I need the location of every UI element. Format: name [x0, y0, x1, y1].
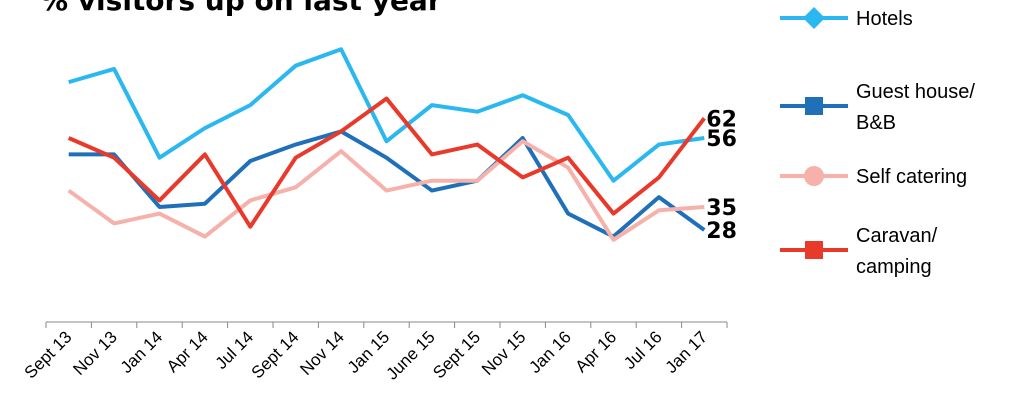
- legend-label-line: Self catering: [856, 166, 967, 188]
- legend-marker: [803, 7, 825, 29]
- chart-title: % visitors up on last year: [40, 0, 442, 17]
- x-tick-label: Apr 16: [571, 327, 620, 376]
- end-value-label: 35: [706, 196, 737, 221]
- end-value-label: 56: [706, 127, 737, 152]
- series-line: [68, 129, 706, 239]
- legend-marker: [805, 241, 823, 259]
- legend-marker: [804, 166, 824, 186]
- legend-label: Guest house/B&B: [856, 81, 975, 134]
- x-tick-label: Apr 14: [163, 327, 212, 376]
- x-tick-label: Nov 14: [296, 327, 348, 379]
- legend-label-line: Hotels: [856, 8, 913, 30]
- x-tick-label: Jan 16: [525, 327, 575, 377]
- series-line: [67, 139, 705, 242]
- legend-label-line: camping: [856, 256, 932, 278]
- legend-label-line: Guest house/: [856, 81, 975, 103]
- legend-label: Caravan/camping: [856, 225, 938, 278]
- x-tick-label: Nov 15: [478, 327, 530, 379]
- series-line: [67, 96, 706, 229]
- x-tick-label: Sept 15: [429, 327, 484, 382]
- legend-label: Hotels: [856, 8, 913, 30]
- legend-label-line: Caravan/: [856, 225, 938, 247]
- legend-label: Self catering: [856, 166, 967, 188]
- x-tick-label: Jan 14: [117, 327, 167, 377]
- end-value-label: 28: [706, 219, 737, 244]
- x-tick-label: June 15: [383, 327, 439, 383]
- legend-marker: [805, 97, 823, 115]
- x-tick-label: Sept 14: [248, 327, 303, 382]
- x-tick-label: Jul 16: [620, 327, 666, 373]
- x-tick-label: Jan 17: [662, 327, 712, 377]
- x-tick-label: Sept 13: [21, 327, 76, 382]
- end-value-label: 62: [706, 107, 737, 132]
- x-tick-label: Nov 13: [69, 327, 121, 379]
- series-line: [68, 47, 705, 183]
- legend-label-line: B&B: [856, 112, 896, 134]
